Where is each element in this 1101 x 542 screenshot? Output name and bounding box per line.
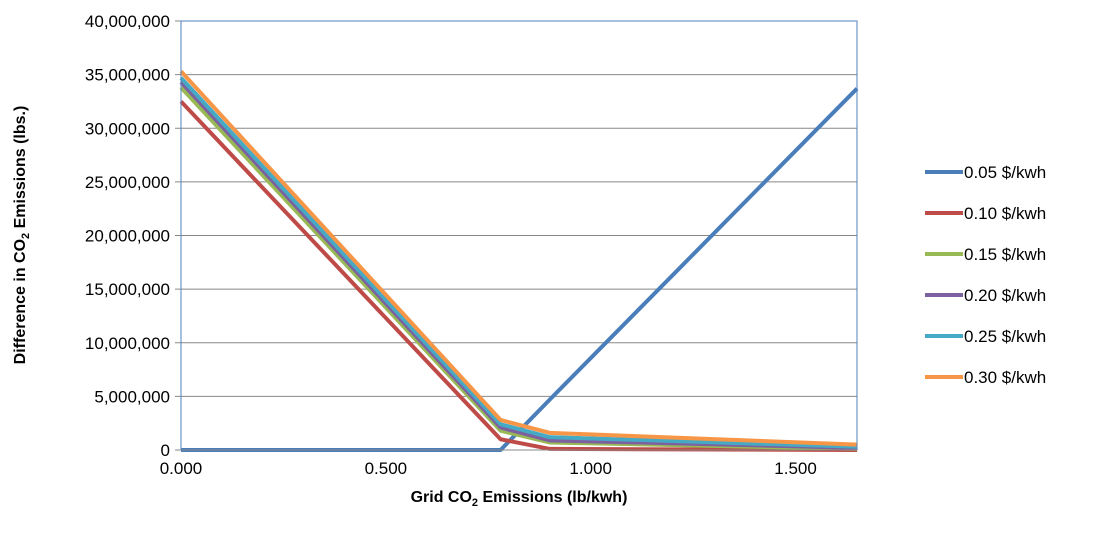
series-line [179,80,858,450]
x-tick-label: 0.500 [365,459,408,478]
legend: 0.05 $/kwh 0.10 $/kwh 0.15 $/kwh 0.20 $/kwh… [925,163,1046,387]
gridlines [175,20,857,451]
y-tick-label: 15,000,000 [85,280,170,299]
series-lines [179,70,859,452]
x-axis-title: Grid CO2 Emissions (lb/kwh) [411,489,628,509]
legend-label: 0.15 $/kwh [964,245,1046,264]
y-axis-title: Difference in CO2 Emissions (lbs.) [12,106,32,365]
y-tick-label: 0 [161,441,170,460]
legend-label: 0.20 $/kwh [964,286,1046,305]
y-tick-label: 5,000,000 [94,387,170,406]
y-tick-label: 30,000,000 [85,119,170,138]
series-line [179,86,858,451]
y-tick-label: 35,000,000 [85,66,170,85]
series-line [179,76,858,449]
legend-label: 0.05 $/kwh [964,163,1046,182]
y-tick-label: 20,000,000 [85,227,170,246]
x-tick-label: 1.500 [774,459,817,478]
series-line [179,100,858,452]
y-tick-label: 25,000,000 [85,173,170,192]
x-tick-label: 1.000 [569,459,612,478]
x-axis-tick-labels: 0.000 0.500 1.000 1.500 [160,459,817,478]
series-line [181,87,859,452]
y-axis-tick-labels: 0 5,000,000 10,000,000 15,000,000 20,000,000… [85,12,170,460]
legend-label: 0.30 $/kwh [964,368,1046,387]
series-line [179,70,858,447]
legend-label: 0.10 $/kwh [964,204,1046,223]
y-tick-label: 40,000,000 [85,12,170,31]
x-tick-label: 0.000 [160,459,203,478]
y-tick-label: 10,000,000 [85,334,170,353]
legend-label: 0.25 $/kwh [964,327,1046,346]
